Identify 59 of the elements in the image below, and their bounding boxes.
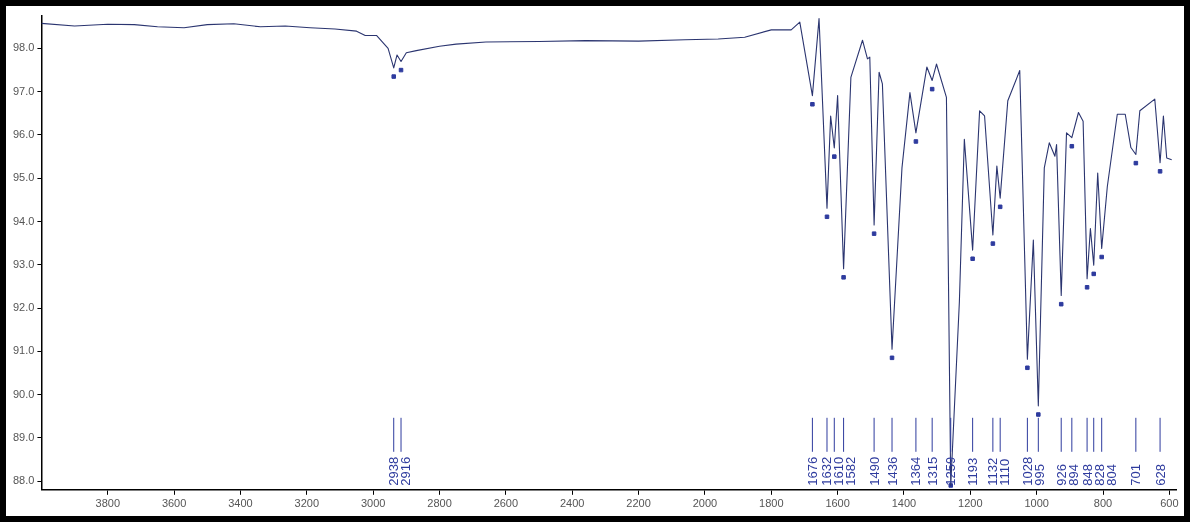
y-tick-label: 90.0 bbox=[12, 387, 35, 400]
ref-line-label: 1193 bbox=[965, 457, 981, 486]
x-tick-label: 1800 bbox=[759, 497, 784, 510]
x-tick-label: 3200 bbox=[294, 497, 320, 510]
y-tick-label: 97.0 bbox=[12, 84, 35, 97]
y-tick-label: 98.0 bbox=[12, 41, 35, 54]
y-tick-label: 96.0 bbox=[12, 128, 35, 141]
point bbox=[1069, 143, 1075, 149]
point bbox=[1036, 412, 1041, 417]
point bbox=[889, 355, 895, 361]
point bbox=[1084, 285, 1090, 290]
point bbox=[1099, 254, 1104, 260]
point bbox=[1133, 160, 1139, 166]
x-tick-label: 600 bbox=[1160, 497, 1179, 510]
x-tick-label: 2200 bbox=[626, 497, 651, 510]
x-tick-label: 3800 bbox=[95, 497, 120, 510]
y-tick-label: 94.0 bbox=[12, 214, 35, 227]
y-tick-label: 92.0 bbox=[12, 301, 35, 314]
point bbox=[841, 275, 846, 280]
y-tick-label: 91.0 bbox=[12, 344, 35, 357]
point bbox=[832, 154, 837, 159]
ref-line-label: 1436 bbox=[884, 456, 900, 486]
ref-line-label: 701 bbox=[1128, 464, 1144, 486]
x-tick-label: 1400 bbox=[891, 497, 917, 510]
point bbox=[1025, 365, 1030, 371]
x-tick-label: 1600 bbox=[825, 497, 850, 510]
point bbox=[913, 139, 919, 144]
y-tick-label: 88.0 bbox=[12, 474, 35, 487]
point bbox=[1091, 271, 1096, 277]
y-tick-label: 89.0 bbox=[12, 430, 35, 443]
x-tick-label: 2000 bbox=[692, 497, 718, 510]
point bbox=[997, 204, 1003, 210]
point bbox=[970, 256, 975, 262]
point bbox=[1157, 169, 1163, 174]
y-tick-label: 95.0 bbox=[12, 171, 35, 184]
x-tick-label: 1000 bbox=[1024, 497, 1049, 510]
ref-line-label: 1490 bbox=[866, 456, 882, 486]
x-tick-label: 2800 bbox=[427, 497, 452, 510]
point bbox=[398, 67, 404, 73]
x-tick-label: 3000 bbox=[360, 497, 386, 510]
point bbox=[810, 102, 815, 107]
x-tick-label: 2400 bbox=[559, 497, 585, 510]
point bbox=[929, 86, 935, 92]
point bbox=[1058, 301, 1064, 307]
x-tick-label: 3400 bbox=[228, 497, 253, 510]
ref-line-label: 1364 bbox=[908, 456, 924, 486]
x-tick-label: 2600 bbox=[493, 497, 519, 510]
y-tick-label: 93.0 bbox=[12, 257, 35, 270]
ref-line-label: 1259 bbox=[943, 456, 959, 486]
x-tick-label: 800 bbox=[1093, 497, 1113, 510]
point bbox=[391, 74, 396, 79]
x-tick-label: 1200 bbox=[958, 497, 983, 510]
ref-line-label: 628 bbox=[1152, 464, 1168, 486]
x-tick-label: 3600 bbox=[161, 497, 187, 510]
point bbox=[990, 241, 996, 246]
point bbox=[871, 231, 877, 236]
ref-line-label: 1315 bbox=[924, 456, 940, 486]
ref-line-label: 1676 bbox=[804, 456, 820, 486]
point bbox=[824, 214, 830, 220]
